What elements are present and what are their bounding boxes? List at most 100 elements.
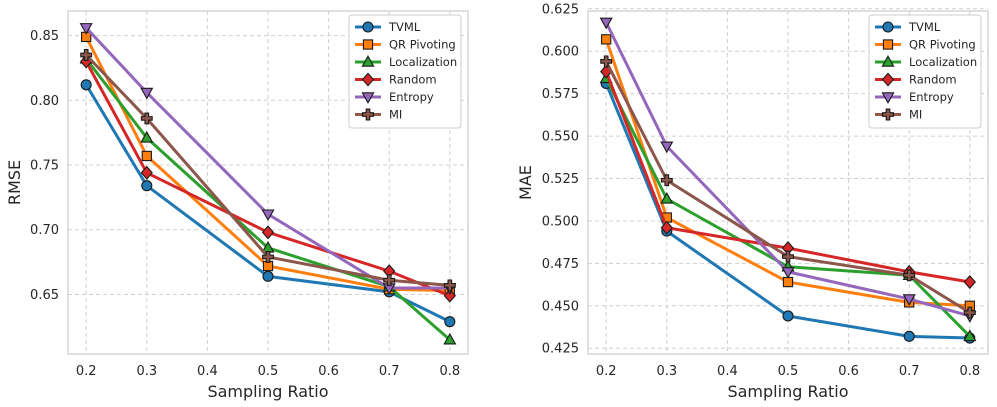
y-axis-label: MAE [516, 165, 535, 200]
plot-frame [67, 10, 469, 355]
x-axis-label: Sampling Ratio [727, 382, 848, 401]
legend-label: MI [909, 108, 922, 122]
data-point-entropy [902, 294, 916, 306]
data-point-localization [443, 332, 457, 345]
x-tick-label: 0.2 [596, 364, 617, 379]
x-tick-label: 0.7 [899, 364, 920, 379]
data-point-entropy [599, 17, 613, 30]
data-point-mi [782, 250, 794, 263]
x-tick-label: 0.6 [318, 364, 339, 379]
data-point-localization [660, 191, 674, 204]
y-tick-label: 0.80 [30, 94, 59, 109]
data-point-entropy [660, 141, 674, 154]
legend-marker [882, 108, 894, 121]
series-tvml [80, 79, 456, 328]
data-point-entropy [261, 209, 275, 222]
legend-marker [882, 39, 894, 50]
x-tick-label: 0.8 [959, 364, 980, 379]
legend-label: Entropy [909, 90, 954, 104]
data-point-tvml [782, 310, 794, 322]
x-tick-label: 0.5 [778, 364, 799, 379]
data-point-random [261, 225, 275, 240]
data-point-mi [383, 274, 396, 287]
data-point-localization [140, 130, 154, 143]
legend-label: Localization [909, 55, 977, 69]
x-tick-label: 0.2 [76, 364, 97, 379]
series-mi [80, 49, 456, 292]
y-tick-label: 0.625 [542, 2, 579, 17]
legend-marker [881, 92, 895, 104]
data-point-mi [903, 269, 916, 282]
data-point-qr-pivoting [782, 276, 794, 288]
x-tick-label: 0.3 [136, 364, 157, 379]
legend-marker [362, 39, 374, 50]
legend-label: Entropy [389, 90, 434, 104]
data-point-mi [140, 112, 153, 125]
legend-label: QR Pivoting [389, 38, 456, 52]
x-tick-label: 0.4 [197, 364, 218, 379]
legend-marker [362, 21, 374, 33]
legend-marker [361, 92, 375, 104]
legend-marker [882, 21, 894, 33]
x-tick-label: 0.5 [258, 364, 279, 379]
data-point-mi [963, 306, 976, 319]
y-tick-label: 0.600 [542, 45, 579, 60]
plot-frame [587, 10, 989, 355]
legend-label: QR Pivoting [909, 38, 976, 52]
data-point-mi [660, 174, 673, 187]
legend-label: TVML [388, 20, 421, 34]
data-point-tvml [80, 79, 92, 91]
data-point-tvml [141, 180, 153, 192]
data-point-random [443, 288, 456, 303]
x-tick-label: 0.6 [838, 364, 859, 379]
data-point-localization [963, 329, 977, 342]
x-tick-label: 0.4 [717, 364, 738, 379]
x-tick-label: 0.8 [439, 364, 460, 379]
data-point-qr-pivoting [141, 150, 152, 162]
legend-marker [361, 72, 375, 87]
data-point-entropy [140, 87, 154, 100]
y-tick-label: 0.75 [30, 159, 59, 174]
y-tick-label: 0.500 [542, 214, 579, 229]
data-point-qr-pivoting [601, 34, 612, 45]
data-point-entropy [781, 267, 795, 279]
series-mi [600, 55, 976, 319]
legend-label: Localization [389, 55, 457, 69]
y-tick-label: 0.575 [542, 87, 579, 102]
data-point-mi [80, 49, 93, 61]
legend-label: TVML [908, 20, 941, 34]
y-tick-label: 0.425 [542, 342, 579, 357]
data-point-tvml [903, 330, 915, 342]
legend-label: Random [909, 73, 957, 87]
y-tick-label: 0.475 [542, 257, 579, 272]
x-axis-label: Sampling Ratio [207, 382, 328, 401]
legend-marker [361, 55, 375, 67]
legend-label: Random [389, 73, 437, 87]
legend-marker [881, 72, 895, 87]
data-point-mi [443, 279, 456, 292]
legend-marker [362, 108, 374, 121]
y-tick-label: 0.450 [542, 299, 579, 314]
y-tick-label: 0.550 [542, 130, 579, 145]
legend: TVML QR Pivoting Localization Random Entropy… [868, 14, 982, 129]
chart-1: 0.2 0.3 0.4 0.5 0.6 0.7 0.8 0.65 0.70 0.75 0.80 0.8… [5, 10, 469, 401]
chart-2: 0.2 0.3 0.4 0.5 0.6 0.7 0.8 0.425 0.450 0.475 0.50… [516, 2, 989, 401]
data-point-random [963, 275, 976, 290]
data-point-mi [600, 55, 613, 68]
legend-marker [881, 55, 895, 67]
y-tick-label: 0.65 [30, 288, 59, 303]
series-random [80, 54, 456, 303]
data-point-entropy [79, 23, 93, 35]
data-point-tvml [444, 316, 456, 328]
legend-label: MI [389, 108, 402, 122]
y-tick-label: 0.70 [30, 223, 59, 238]
y-axis-label: RMSE [5, 160, 24, 205]
data-point-tvml [262, 270, 274, 282]
data-point-random [660, 220, 673, 235]
y-tick-label: 0.525 [542, 172, 579, 187]
x-tick-label: 0.7 [379, 364, 400, 379]
data-point-random [140, 165, 153, 180]
legend: TVML QR Pivoting Localization Random Entropy… [348, 14, 462, 129]
y-tick-label: 0.85 [30, 29, 59, 44]
